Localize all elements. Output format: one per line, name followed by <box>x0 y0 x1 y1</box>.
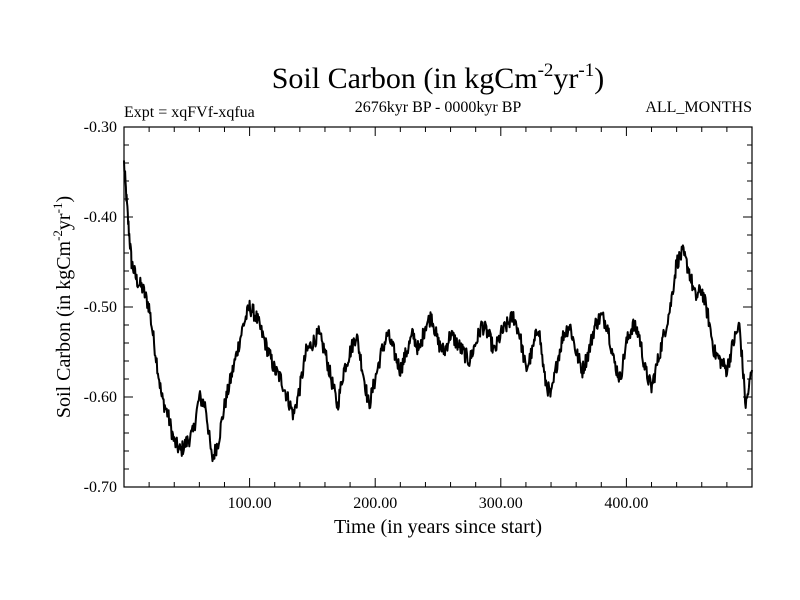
y-axis-label-main: Soil Carbon (in kgCm <box>53 240 75 418</box>
x-tick-label: 400.00 <box>604 495 648 512</box>
x-tick-label: 300.00 <box>479 495 523 512</box>
chart-title-sup1: -2 <box>538 60 554 81</box>
subtitle-right: ALL_MONTHS <box>645 99 752 116</box>
x-tick-label: 100.00 <box>228 495 272 512</box>
chart-title-mid: yr <box>553 62 578 95</box>
y-tick-label: -0.60 <box>84 389 117 406</box>
y-axis-label-sup2: -1 <box>50 203 65 214</box>
chart-title-sup2: -1 <box>578 60 594 81</box>
y-axis-label-end: ) <box>53 196 75 203</box>
chart-title-end: ) <box>594 62 604 95</box>
subtitle-center: 2676kyr BP - 0000kyr BP <box>355 99 522 116</box>
y-tick-label: -0.70 <box>84 479 117 496</box>
y-axis-label-sup1: -2 <box>50 230 65 241</box>
axes-group: 100.00 200.00 300.00 400.00 -0.70 -0.60 -0.50 -… <box>84 119 752 512</box>
x-tick-label: 200.00 <box>353 495 397 512</box>
x-axis-label: Time (in years since start) <box>334 516 542 538</box>
y-tick-label: -0.50 <box>84 299 117 316</box>
y-tick-label: -0.40 <box>84 209 117 226</box>
y-axis-label-mid: yr <box>53 213 75 230</box>
y-axis-label: Soil Carbon (in kgCm-2yr-1) <box>50 196 75 418</box>
subtitle-left: Expt = xqFVf-xqfua <box>124 104 255 121</box>
plot-frame <box>123 126 753 488</box>
chart-title: Soil Carbon (in kgCm-2yr-1) <box>272 60 605 95</box>
series-line-soil-carbon <box>123 160 753 463</box>
chart-title-main: Soil Carbon (in kgCm <box>272 62 538 95</box>
y-tick-label: -0.30 <box>84 119 117 136</box>
